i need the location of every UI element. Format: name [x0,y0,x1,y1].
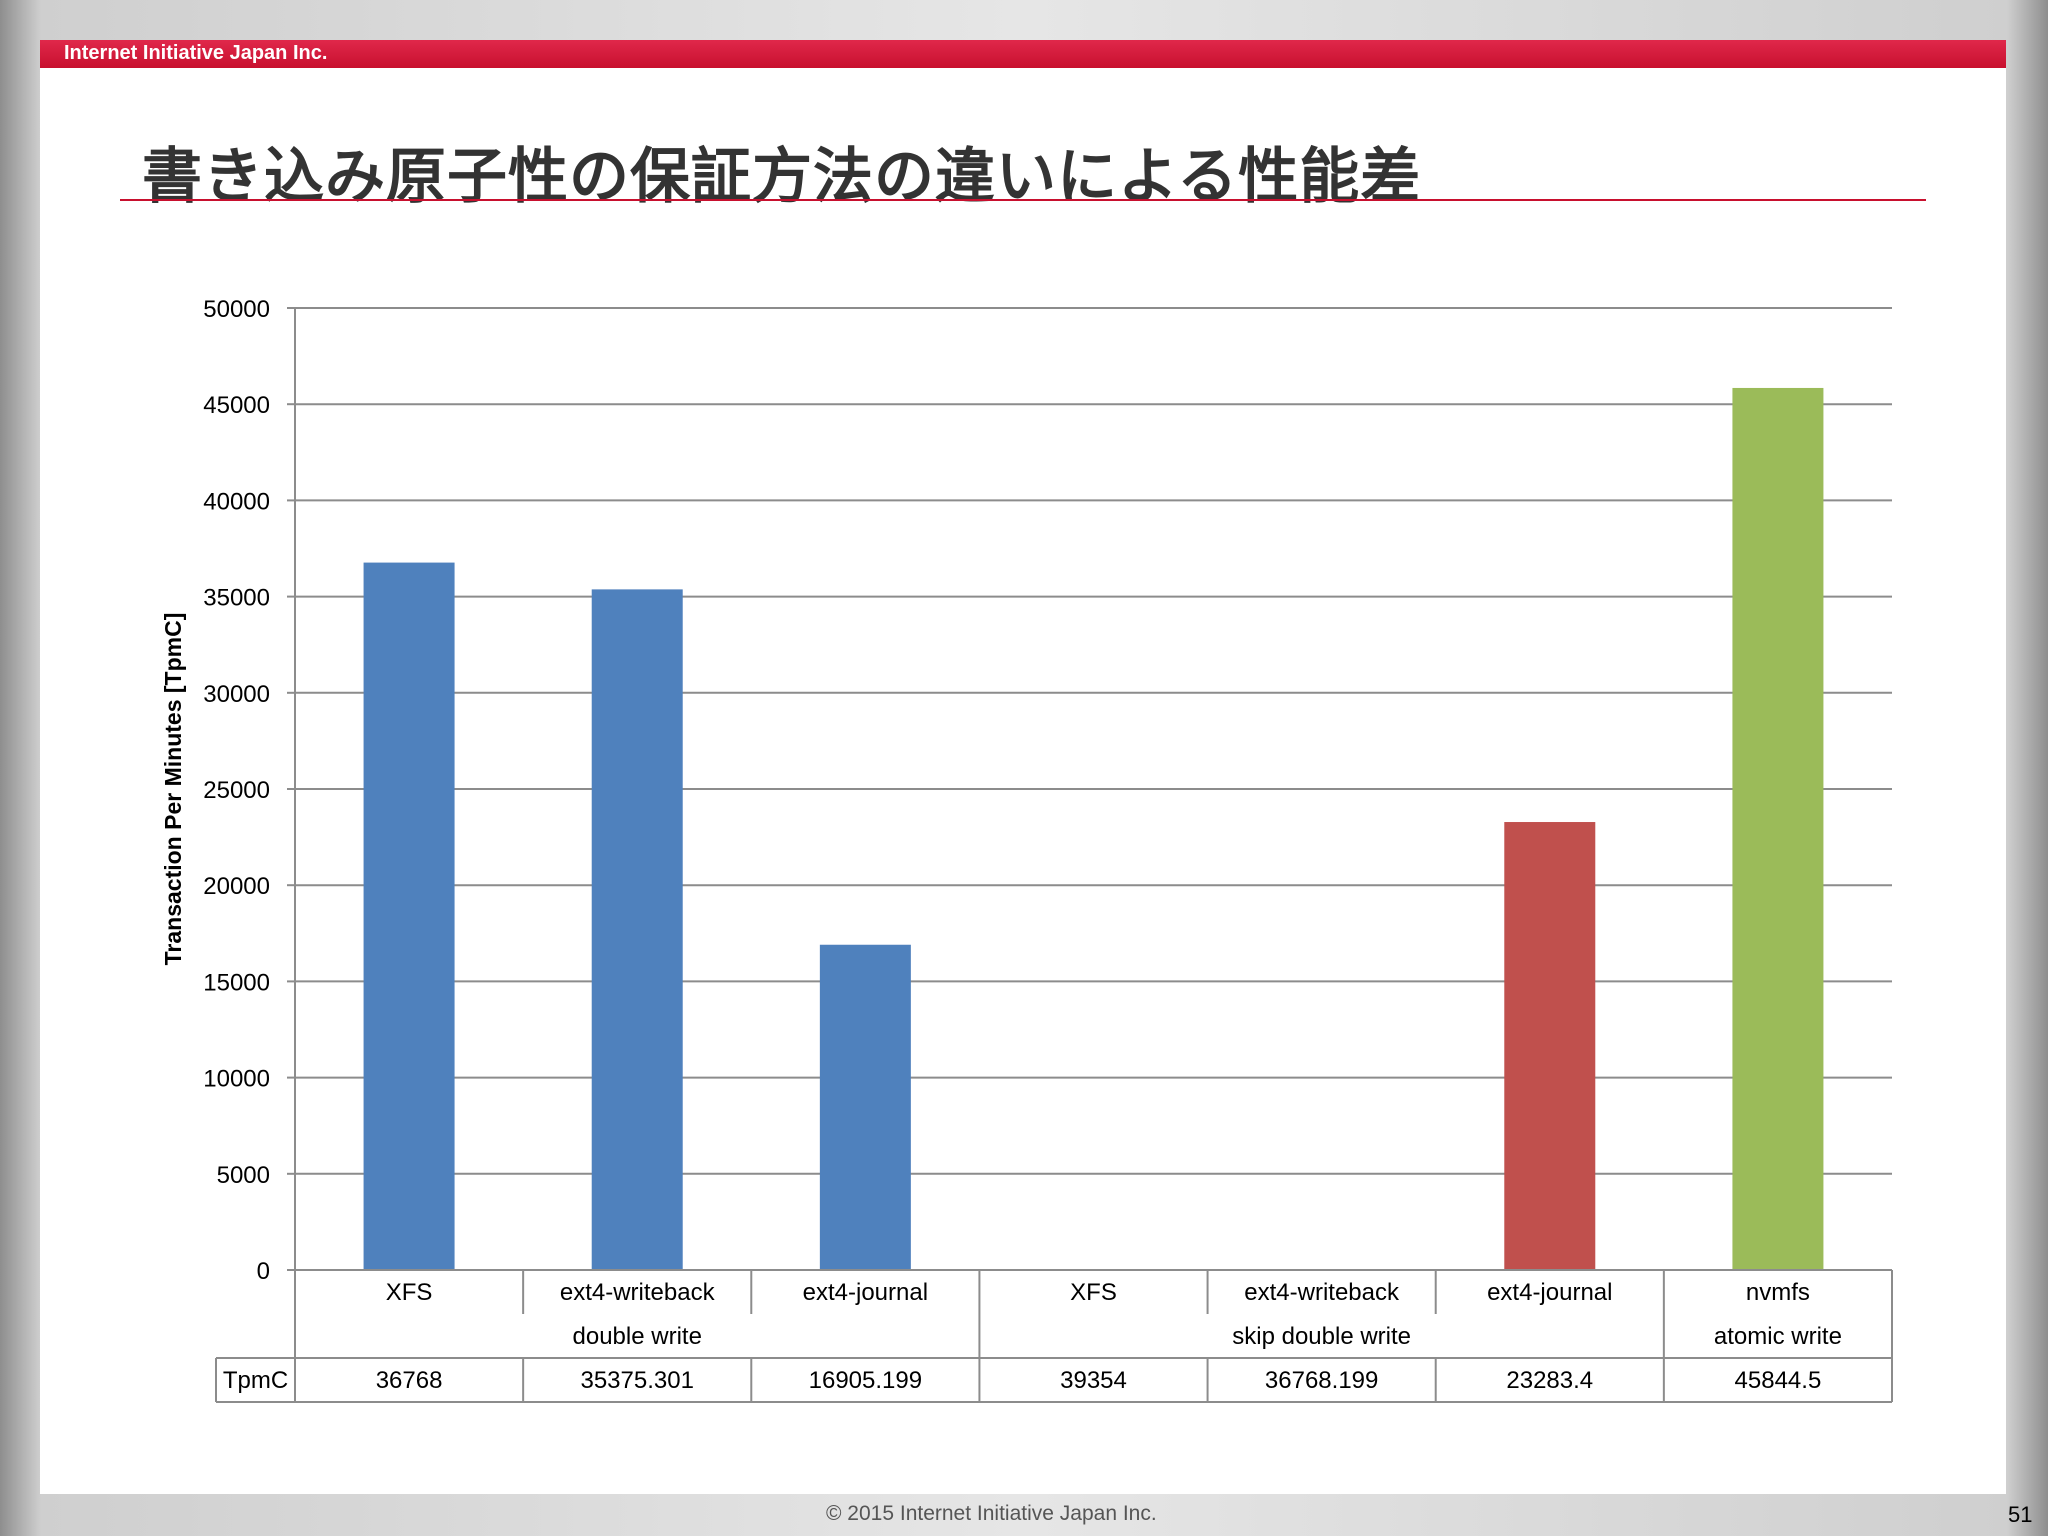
data-label: 45844.5 [1735,1367,1822,1394]
bar [591,589,683,1270]
y-tick-label: 10000 [203,1066,270,1093]
x-group-label: double write [573,1323,702,1350]
data-label: 39354 [1060,1367,1127,1394]
title-underline [120,199,1926,201]
bar [819,944,911,1270]
data-label: 23283.4 [1506,1367,1593,1394]
y-tick-label: 30000 [203,681,270,708]
y-tick-label: 35000 [203,585,270,612]
company-label: Internet Initiative Japan Inc. [64,42,328,64]
y-axis-title: Transaction Per Minutes [TpmC] [160,613,186,966]
data-label: 36768.199 [1265,1367,1378,1394]
x-tick-label: XFS [386,1279,433,1306]
bar [1504,822,1596,1270]
footer-copyright: © 2015 Internet Initiative Japan Inc. [826,1502,1157,1525]
x-tick-label: ext4-journal [803,1279,928,1306]
y-tick-label: 5000 [217,1162,270,1189]
x-group-label: skip double write [1232,1323,1411,1350]
y-tick-label: 15000 [203,969,270,996]
y-tick-label: 40000 [203,488,270,515]
page-number: 51 [2008,1502,2033,1527]
y-tick-label: 25000 [203,777,270,804]
y-tick-label: 45000 [203,392,270,419]
data-label: 35375.301 [580,1367,693,1394]
y-tick-label: 0 [257,1258,270,1285]
x-tick-label: XFS [1070,1279,1117,1306]
bar [363,562,455,1270]
table-row-label: TpmC [223,1367,288,1394]
y-tick-label: 50000 [203,296,270,323]
x-tick-label: nvmfs [1746,1279,1810,1306]
x-tick-label: ext4-writeback [560,1279,716,1306]
data-label: 36768 [376,1367,443,1394]
bar [1732,387,1824,1271]
x-tick-label: ext4-writeback [1244,1279,1400,1306]
x-group-label: atomic write [1714,1323,1842,1350]
header-bar: Internet Initiative Japan Inc. [40,40,2006,68]
x-tick-label: ext4-journal [1487,1279,1612,1306]
y-tick-label: 20000 [203,873,270,900]
data-label: 16905.199 [809,1367,922,1394]
